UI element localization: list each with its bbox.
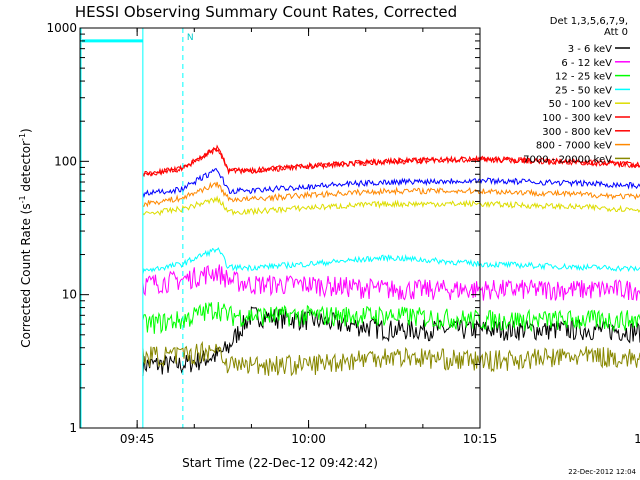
- legend-label-0: 3 - 6 keV: [568, 44, 612, 55]
- legend-label-1: 6 - 12 keV: [561, 58, 612, 69]
- x-tick-label-0: 09:45: [120, 432, 155, 446]
- legend-label-6: 300 - 800 keV: [542, 127, 612, 138]
- series-line-2: [142, 301, 640, 335]
- y-tick-label-2: 100: [54, 154, 77, 168]
- chart-title: HESSI Observing Summary Count Rates, Cor…: [75, 3, 457, 21]
- axes: 09:4510:0010:1510:3010:4511:0011:1511010…: [46, 21, 640, 446]
- night-marker-label: N: [187, 33, 194, 43]
- x-tick-label-2: 10:15: [463, 432, 498, 446]
- series-line-5: [142, 146, 640, 177]
- y-tick-label-3: 1000: [46, 21, 77, 35]
- legend-header-1: Att 0: [604, 27, 628, 38]
- series-line-4: [142, 195, 640, 217]
- series-lines: [142, 144, 640, 377]
- legend-label-3: 25 - 50 keV: [555, 85, 612, 96]
- legend: Det 1,3,5,6,7,9,Att 0 3 - 6 keV 6 - 12 keV…: [523, 16, 630, 165]
- y-axis-label: Corrected Count Rate (s-1 detector-1): [18, 128, 33, 347]
- series-line-9: [142, 167, 640, 198]
- series-line-6: [142, 144, 640, 178]
- y-tick-label-0: 1: [69, 421, 77, 435]
- timestamp: 22-Dec-2012 12:04: [568, 468, 636, 476]
- y-tick-label-1: 10: [62, 288, 77, 302]
- overlays: N: [80, 28, 194, 428]
- legend-label-4: 50 - 100 keV: [549, 99, 613, 110]
- legend-label-5: 100 - 300 keV: [542, 113, 612, 124]
- x-tick-label-3: 10:30: [634, 432, 640, 446]
- series-line-1: [142, 264, 640, 301]
- legend-header-0: Det 1,3,5,6,7,9,: [550, 16, 628, 27]
- x-tick-label-1: 10:00: [291, 432, 326, 446]
- series-line-3: [142, 247, 640, 274]
- plot-frame: [79, 27, 481, 429]
- series-line-7: [142, 181, 640, 208]
- x-axis-label: Start Time (22-Dec-12 09:42:42): [182, 456, 378, 470]
- series-line-8: [142, 340, 640, 377]
- series-line-0: [142, 306, 640, 376]
- legend-label-7: 800 - 7000 keV: [536, 141, 612, 152]
- legend-label-2: 12 - 25 keV: [555, 72, 612, 83]
- legend-label-8: 7000 - 20000 keV: [523, 154, 612, 165]
